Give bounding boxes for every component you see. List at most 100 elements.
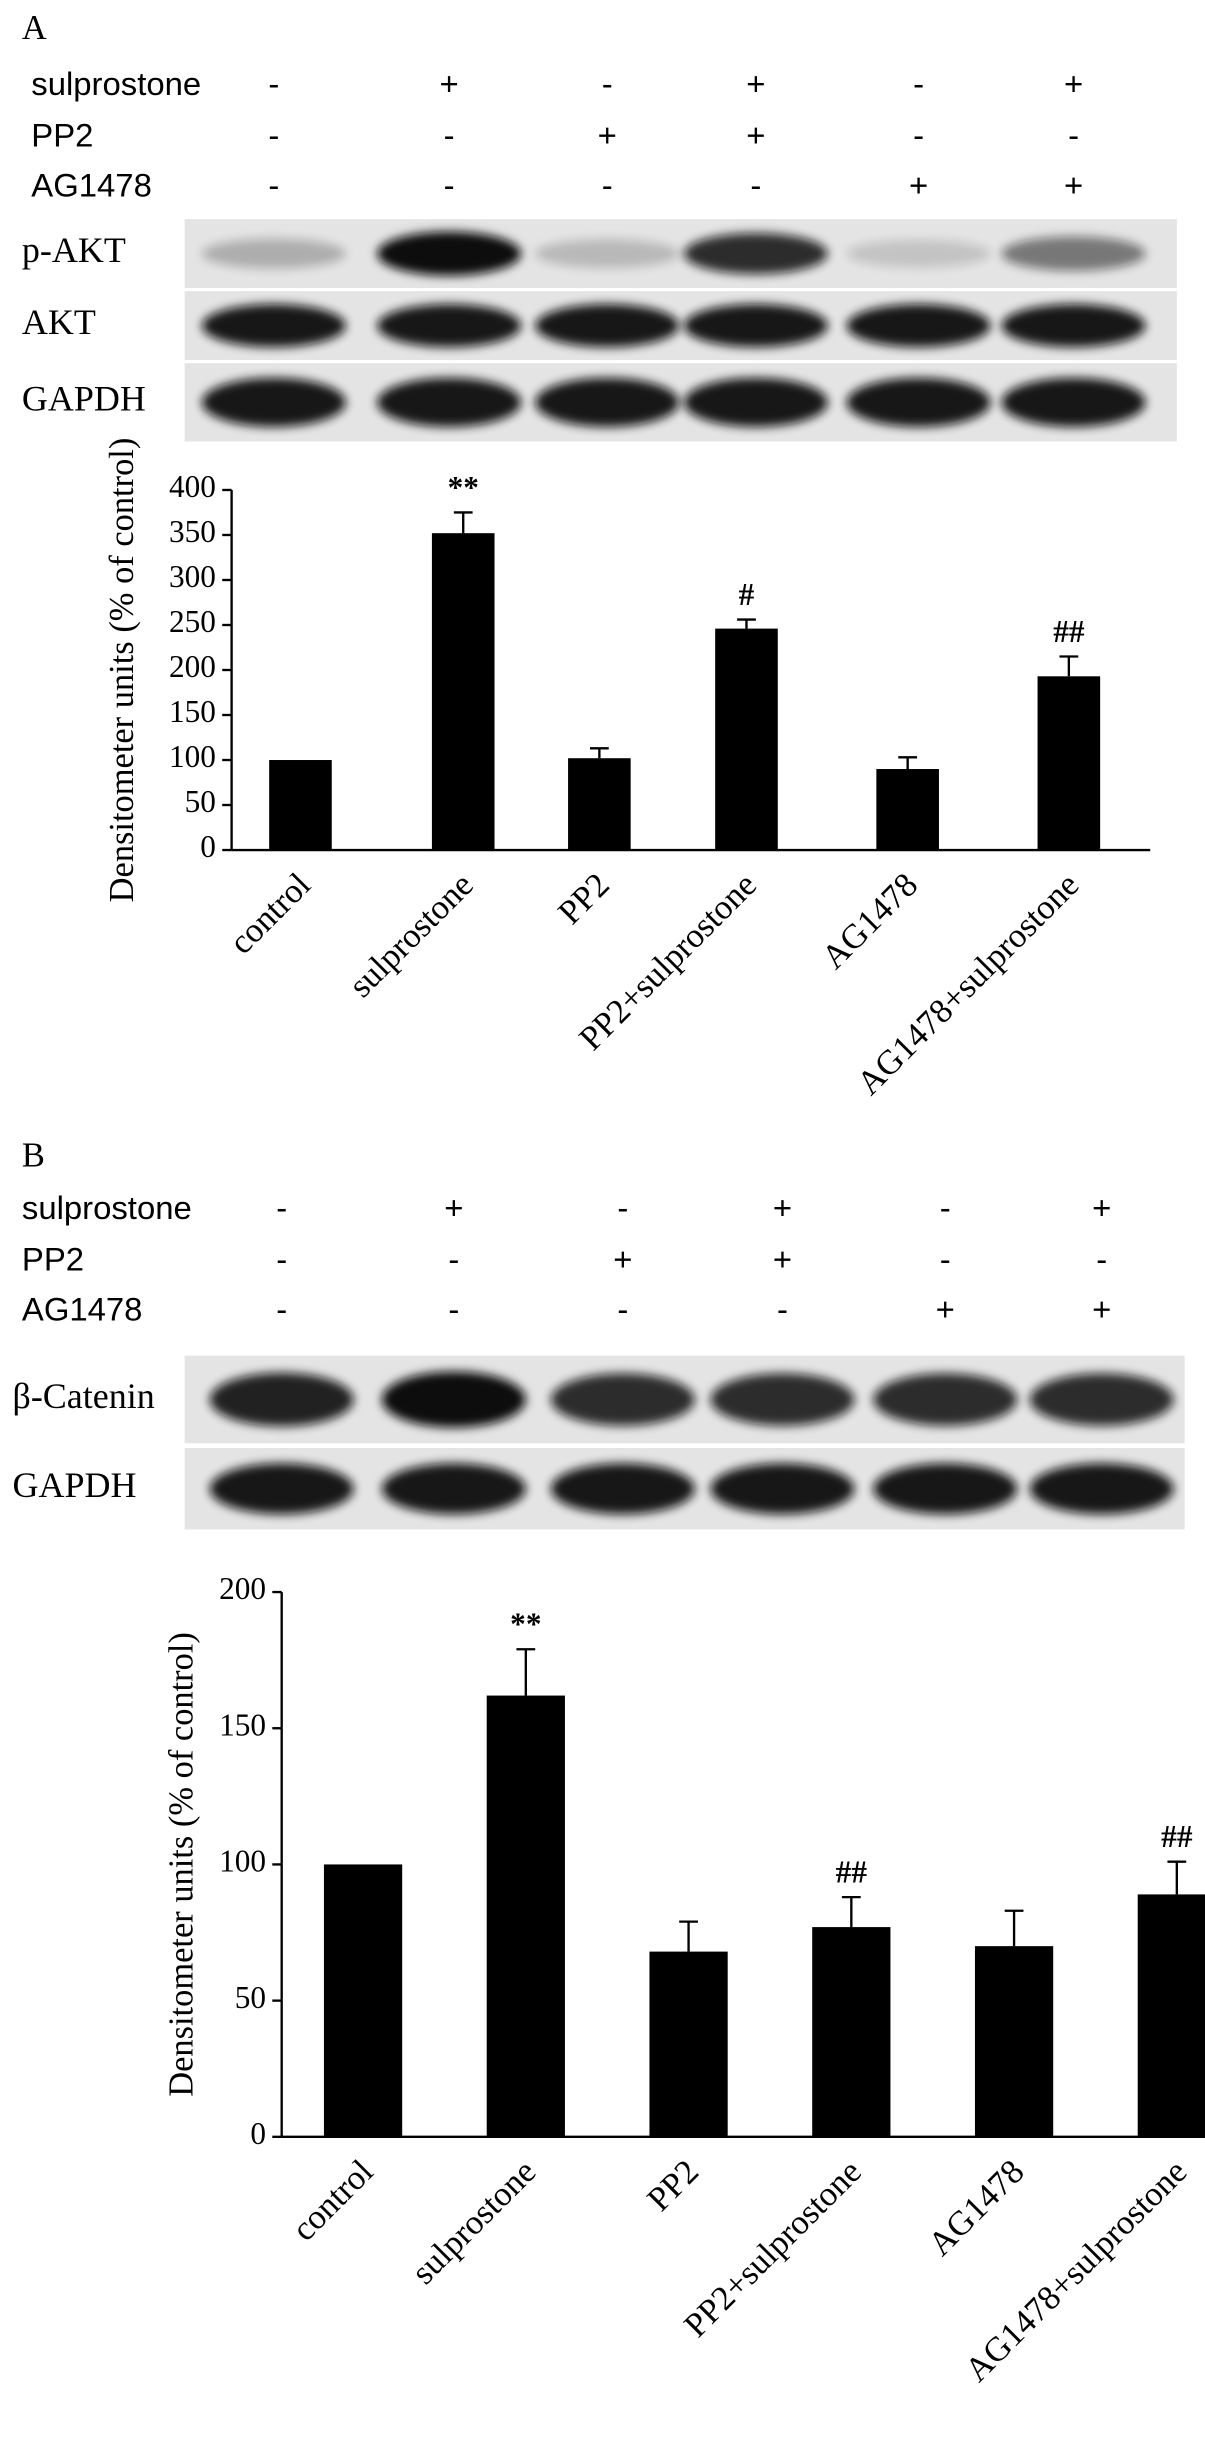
blot-band	[1001, 304, 1146, 348]
x-tick-label: AG1478	[921, 2153, 1032, 2264]
treatment-sign: +	[1092, 1189, 1111, 1226]
y-tick-label: 50	[185, 784, 216, 819]
y-tick-label: 200	[169, 649, 216, 684]
blot-band	[1029, 1463, 1174, 1515]
error-bar	[898, 756, 918, 770]
error-bar	[1004, 1909, 1024, 1947]
blot-band	[683, 377, 828, 427]
blot-band	[873, 1463, 1018, 1515]
bar	[1137, 1894, 1205, 2137]
treatment-sign: -	[448, 1240, 459, 1277]
error-bar	[1167, 1860, 1187, 1895]
treatment-name: PP2	[31, 116, 93, 153]
treatment-sign: -	[268, 116, 279, 153]
treatment-sign: +	[1064, 65, 1083, 102]
blot-label: β-Catenin	[13, 1376, 155, 1416]
bar	[431, 533, 495, 851]
blot-band	[201, 238, 346, 269]
treatment-sign: -	[617, 1291, 628, 1328]
blot-band	[1001, 377, 1146, 427]
y-tick-label: 150	[219, 1707, 266, 1742]
error-bar	[841, 1895, 861, 1928]
treatment-sign: +	[1092, 1291, 1111, 1328]
treatment-sign: -	[1068, 116, 1079, 153]
treatment-sign: +	[613, 1240, 632, 1277]
treatment-sign: -	[276, 1240, 287, 1277]
treatment-sign: -	[444, 116, 455, 153]
treatment-name: AG1478	[31, 167, 152, 204]
blot-band	[846, 377, 991, 427]
treatment-sign: +	[936, 1291, 955, 1328]
error-bar	[679, 1920, 698, 1952]
treatment-sign: +	[773, 1240, 792, 1277]
bar	[323, 1864, 403, 2137]
y-axis-label: Densitometer units (% of control)	[163, 1632, 201, 2097]
treatment-sign: +	[440, 65, 459, 102]
y-tick-label: 0	[200, 829, 216, 864]
error-bar	[453, 511, 473, 534]
blot-band	[381, 1463, 526, 1515]
treatment-sign: -	[777, 1291, 788, 1328]
treatment-name: AG1478	[22, 1291, 143, 1328]
blot-band	[846, 304, 991, 348]
y-tick-label: 250	[169, 604, 216, 639]
x-tick-label: control	[222, 866, 318, 962]
treatment-sign: -	[940, 1189, 951, 1226]
blot-band	[201, 304, 346, 348]
bar	[1037, 676, 1101, 851]
error-bar	[737, 618, 756, 629]
bar	[486, 1695, 565, 2137]
error-bar	[1059, 655, 1079, 677]
x-tick-label: PP2	[640, 2153, 706, 2219]
blot-band	[535, 377, 680, 427]
y-tick-label: 350	[169, 514, 216, 549]
treatment-sign: -	[617, 1189, 628, 1226]
treatment-sign: +	[909, 167, 928, 204]
blot-band	[381, 1371, 526, 1428]
blot-band	[1001, 236, 1146, 271]
blot-band	[873, 1373, 1018, 1426]
significance-label: **	[510, 1607, 541, 1642]
treatment-sign: +	[1064, 167, 1083, 204]
treatment-name: sulprostone	[22, 1189, 192, 1226]
blot-band	[550, 1373, 695, 1426]
blot-band	[201, 377, 346, 427]
y-tick-label: 100	[219, 1844, 266, 1879]
x-tick-label: PP2+sulprostone	[677, 2153, 869, 2345]
y-tick-label: 200	[219, 1571, 266, 1606]
blot-label: p-AKT	[22, 230, 126, 270]
treatment-sign: -	[444, 167, 455, 204]
treatment-sign: +	[598, 116, 617, 153]
x-tick-label: AG1478	[814, 866, 925, 977]
blot-label: GAPDH	[22, 379, 146, 419]
error-bar	[516, 1648, 536, 1696]
significance-label: ##	[1053, 614, 1085, 649]
bar	[269, 760, 332, 851]
bar	[715, 628, 778, 851]
blot-band	[683, 233, 828, 275]
y-tick-label: 300	[169, 559, 216, 594]
blot-band	[377, 304, 522, 348]
treatment-sign: -	[913, 65, 924, 102]
y-tick-label: 100	[169, 739, 216, 774]
y-axis-label: Densitometer units (% of control)	[103, 438, 141, 903]
blot-band	[550, 1463, 695, 1515]
blot-band	[1029, 1373, 1174, 1426]
error-bar	[589, 747, 609, 759]
blot-band	[683, 304, 828, 348]
blot-label: AKT	[22, 302, 96, 342]
significance-label: ##	[836, 1854, 868, 1889]
treatment-sign: -	[276, 1189, 287, 1226]
y-tick-label: 400	[169, 469, 216, 504]
treatment-sign: -	[1096, 1240, 1107, 1277]
treatment-name: sulprostone	[31, 65, 201, 102]
significance-label: **	[448, 470, 479, 505]
y-tick-label: 0	[250, 2116, 266, 2151]
blot-band	[535, 239, 680, 268]
x-tick-label: sulprostone	[342, 866, 481, 1005]
treatment-sign: +	[444, 1189, 463, 1226]
treatment-sign: +	[746, 116, 765, 153]
treatment-sign: -	[448, 1291, 459, 1328]
bar	[812, 1927, 891, 2137]
